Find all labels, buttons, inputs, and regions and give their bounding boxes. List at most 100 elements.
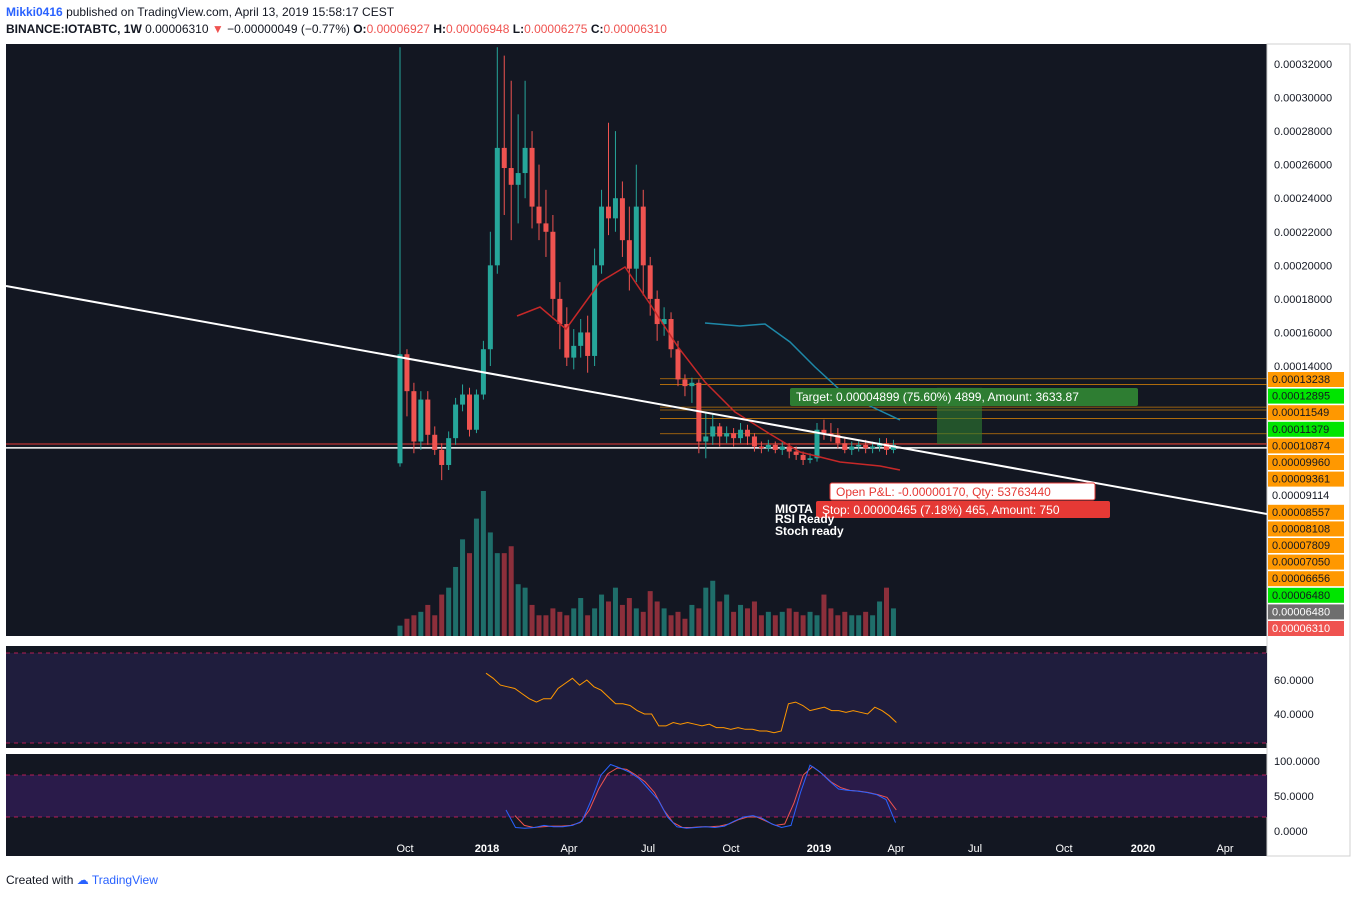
candle-body: [870, 446, 876, 449]
volume-bar: [765, 611, 771, 636]
candle-body: [661, 319, 667, 325]
volume-bar: [814, 615, 820, 636]
volume-bar: [411, 615, 417, 636]
stop-label: Stop: 0.00000465 (7.18%) 465, Amount: 75…: [822, 503, 1060, 517]
volume-bar: [779, 611, 785, 636]
rsi-tick-label: 40.0000: [1274, 709, 1314, 721]
candle-body: [856, 444, 862, 447]
candle-body: [571, 345, 577, 358]
candle-body: [585, 332, 591, 356]
price-tick-label: 0.00016000: [1274, 327, 1332, 339]
author-link[interactable]: Mikki0416: [6, 5, 63, 19]
tradingview-link[interactable]: TradingView: [91, 873, 158, 887]
price-tag-label: 0.00008557: [1272, 507, 1330, 519]
main-panel-bg: [6, 44, 1267, 636]
tradingview-logo-icon: ☁: [76, 873, 89, 887]
volume-bar: [543, 615, 549, 636]
price-tag-bg: [1268, 538, 1344, 553]
candle-body: [717, 426, 723, 437]
price-tag-bg: [1268, 471, 1344, 487]
volume-bar: [877, 601, 883, 636]
candle-body: [814, 429, 820, 459]
candle-body: [612, 198, 618, 219]
volume-bar: [717, 601, 723, 636]
volume-bar: [661, 608, 667, 636]
time-tick-label: Jul: [641, 843, 655, 855]
last-price: 0.00006310: [145, 22, 209, 36]
candle-body: [710, 426, 716, 437]
price-tick-label: 0.00024000: [1274, 193, 1332, 205]
volume-bar: [439, 594, 445, 636]
time-tick-label: 2019: [807, 843, 831, 855]
volume-bar: [487, 532, 493, 636]
volume-bar: [842, 611, 848, 636]
volume-bar: [738, 604, 744, 636]
candle-body: [633, 206, 639, 269]
price-tick-label: 0.00018000: [1274, 294, 1332, 306]
volume-bar: [578, 598, 584, 636]
volume-bar: [599, 594, 605, 636]
volume-bar: [682, 618, 688, 636]
price-tag-label: 0.00013238: [1272, 374, 1330, 386]
volume-bar: [786, 608, 792, 636]
candle-body: [522, 147, 528, 174]
volume-bar: [460, 539, 466, 636]
price-tag-label: 0.00008108: [1272, 523, 1330, 535]
candle-body: [779, 446, 785, 450]
symbol-label: BINANCE:IOTABTC, 1W: [6, 22, 142, 36]
stoch-tick-label: 0.0000: [1274, 826, 1308, 838]
candle-body: [724, 433, 730, 437]
volume-bar: [807, 611, 813, 636]
candle-body: [467, 394, 472, 430]
target-label: Target: 0.00004899 (75.60%) 4899, Amount…: [796, 390, 1079, 404]
change-value: −0.00000049 (−0.77%): [227, 22, 350, 36]
time-tick-label: 2020: [1131, 843, 1155, 855]
price-tag-bg: [1268, 488, 1344, 504]
candle-body: [758, 446, 764, 449]
price-tag-label: 0.00009114: [1272, 490, 1329, 502]
volume-bar: [494, 553, 500, 636]
time-tick-label: Oct: [722, 843, 739, 855]
candle-body: [508, 168, 514, 185]
volume-bar: [647, 591, 653, 636]
candle-body: [828, 433, 834, 435]
candle-body: [411, 391, 417, 442]
candle-body: [564, 324, 570, 358]
price-tag-bg: [1268, 587, 1344, 603]
chart-canvas[interactable]: Target: 0.00004899 (75.60%) 4899, Amount…: [0, 42, 1356, 862]
price-tag-bg: [1268, 455, 1344, 470]
volume-bar: [425, 604, 431, 636]
volume-bar: [453, 566, 459, 636]
price-tick-label: 0.00020000: [1274, 260, 1332, 272]
volume-bar: [626, 598, 632, 636]
price-tick-label: 0.00014000: [1274, 361, 1332, 373]
volume-bar: [612, 587, 618, 636]
price-tag-label: 0.00006480: [1272, 606, 1330, 618]
target-label-bg: [790, 388, 1138, 406]
candle-body: [793, 451, 799, 455]
candle-body: [515, 173, 521, 185]
volume-bar: [731, 611, 737, 636]
volume-bar: [710, 580, 716, 636]
time-tick-label: Apr: [1216, 843, 1233, 855]
price-tag-bg: [1268, 554, 1344, 570]
volume-bar: [689, 604, 695, 636]
price-tick-label: 0.00026000: [1274, 160, 1332, 172]
time-axis-bg: [6, 838, 1267, 856]
published-text: published on TradingView.com, April 13, …: [66, 5, 395, 19]
time-tick-label: 2018: [475, 843, 499, 855]
candle-body: [738, 429, 744, 439]
time-tick-label: Oct: [396, 843, 413, 855]
open-pl-label: Open P&L: -0.00000170, Qty: 53763440: [836, 485, 1051, 499]
volume-bar: [835, 615, 841, 636]
candle-body: [397, 354, 403, 464]
stop-label-bg: [816, 501, 1110, 518]
study-text-miota: MIOTA: [775, 502, 813, 516]
volume-bar: [557, 611, 563, 636]
volume-bar: [800, 615, 806, 636]
volume-bar: [640, 611, 646, 636]
volume-bar: [571, 608, 577, 636]
volume-bar: [585, 615, 591, 636]
price-tag-label: 0.00007809: [1272, 540, 1330, 552]
candle-body: [578, 332, 584, 346]
